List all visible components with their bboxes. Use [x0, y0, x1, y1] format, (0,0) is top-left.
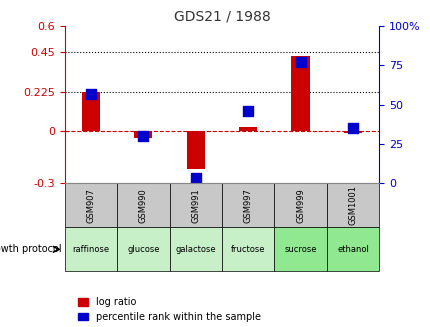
Legend: log ratio, percentile rank within the sample: log ratio, percentile rank within the sa…	[78, 297, 260, 322]
Bar	[82, 92, 100, 131]
FancyBboxPatch shape	[117, 183, 169, 227]
Text: GSM990: GSM990	[138, 188, 147, 223]
FancyBboxPatch shape	[64, 183, 117, 227]
Text: ethanol: ethanol	[336, 245, 368, 254]
Text: fructose: fructose	[230, 245, 265, 254]
FancyBboxPatch shape	[274, 227, 326, 271]
Bar	[291, 56, 309, 131]
FancyBboxPatch shape	[169, 227, 221, 271]
Text: growth protocol: growth protocol	[0, 244, 62, 254]
Text: GSM999: GSM999	[295, 188, 304, 223]
FancyBboxPatch shape	[326, 227, 378, 271]
Text: GSM997: GSM997	[243, 188, 252, 223]
FancyBboxPatch shape	[326, 183, 378, 227]
Point	[140, 133, 147, 139]
FancyBboxPatch shape	[221, 227, 274, 271]
Title: GDS21 / 1988: GDS21 / 1988	[173, 9, 270, 24]
FancyBboxPatch shape	[221, 183, 274, 227]
FancyBboxPatch shape	[169, 183, 221, 227]
Text: raffinose: raffinose	[72, 245, 109, 254]
Point	[87, 91, 94, 96]
Text: GSM1001: GSM1001	[348, 185, 357, 225]
Point	[349, 126, 356, 131]
Point	[297, 60, 304, 65]
FancyBboxPatch shape	[274, 183, 326, 227]
FancyBboxPatch shape	[64, 227, 117, 271]
Bar	[186, 131, 204, 169]
Text: sucrose: sucrose	[284, 245, 316, 254]
Bar	[134, 131, 152, 138]
Text: GSM907: GSM907	[86, 188, 95, 223]
Text: galactose: galactose	[175, 245, 215, 254]
Bar	[343, 131, 361, 132]
Text: glucose: glucose	[127, 245, 159, 254]
Bar	[239, 127, 257, 131]
Point	[244, 108, 251, 113]
Text: GSM991: GSM991	[191, 188, 200, 223]
Point	[192, 176, 199, 181]
FancyBboxPatch shape	[117, 227, 169, 271]
